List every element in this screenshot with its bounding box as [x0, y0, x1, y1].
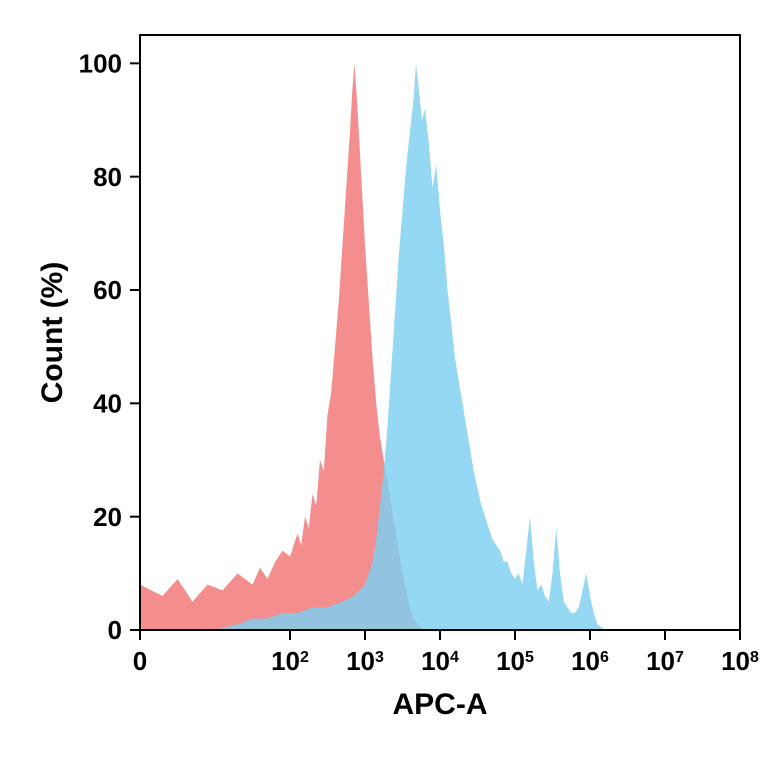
x-tick-label: 103 — [346, 646, 384, 676]
chart-svg: 0 102 103 104 105 106 107 108 0 20 40 60 80 100 APC-A C… — [0, 0, 764, 764]
x-tick-label: 102 — [271, 646, 309, 676]
y-axis-label: Count (%) — [36, 262, 69, 404]
x-tick-label: 108 — [721, 646, 759, 676]
x-tick-label: 104 — [421, 646, 459, 676]
x-axis-label: APC-A — [393, 688, 488, 721]
y-tick-label: 20 — [93, 502, 122, 532]
y-tick-label: 40 — [93, 388, 122, 418]
x-tick-label: 106 — [571, 646, 609, 676]
y-tick-label: 100 — [79, 48, 122, 78]
x-tick-label: 107 — [646, 646, 684, 676]
x-tick-label: 0 — [133, 646, 147, 676]
y-tick-label: 80 — [93, 162, 122, 192]
x-tick-label: 105 — [496, 646, 534, 676]
y-tick-label: 60 — [93, 275, 122, 305]
flow-cytometry-histogram: 0 102 103 104 105 106 107 108 0 20 40 60 80 100 APC-A C… — [0, 0, 764, 764]
y-tick-label: 0 — [108, 615, 122, 645]
